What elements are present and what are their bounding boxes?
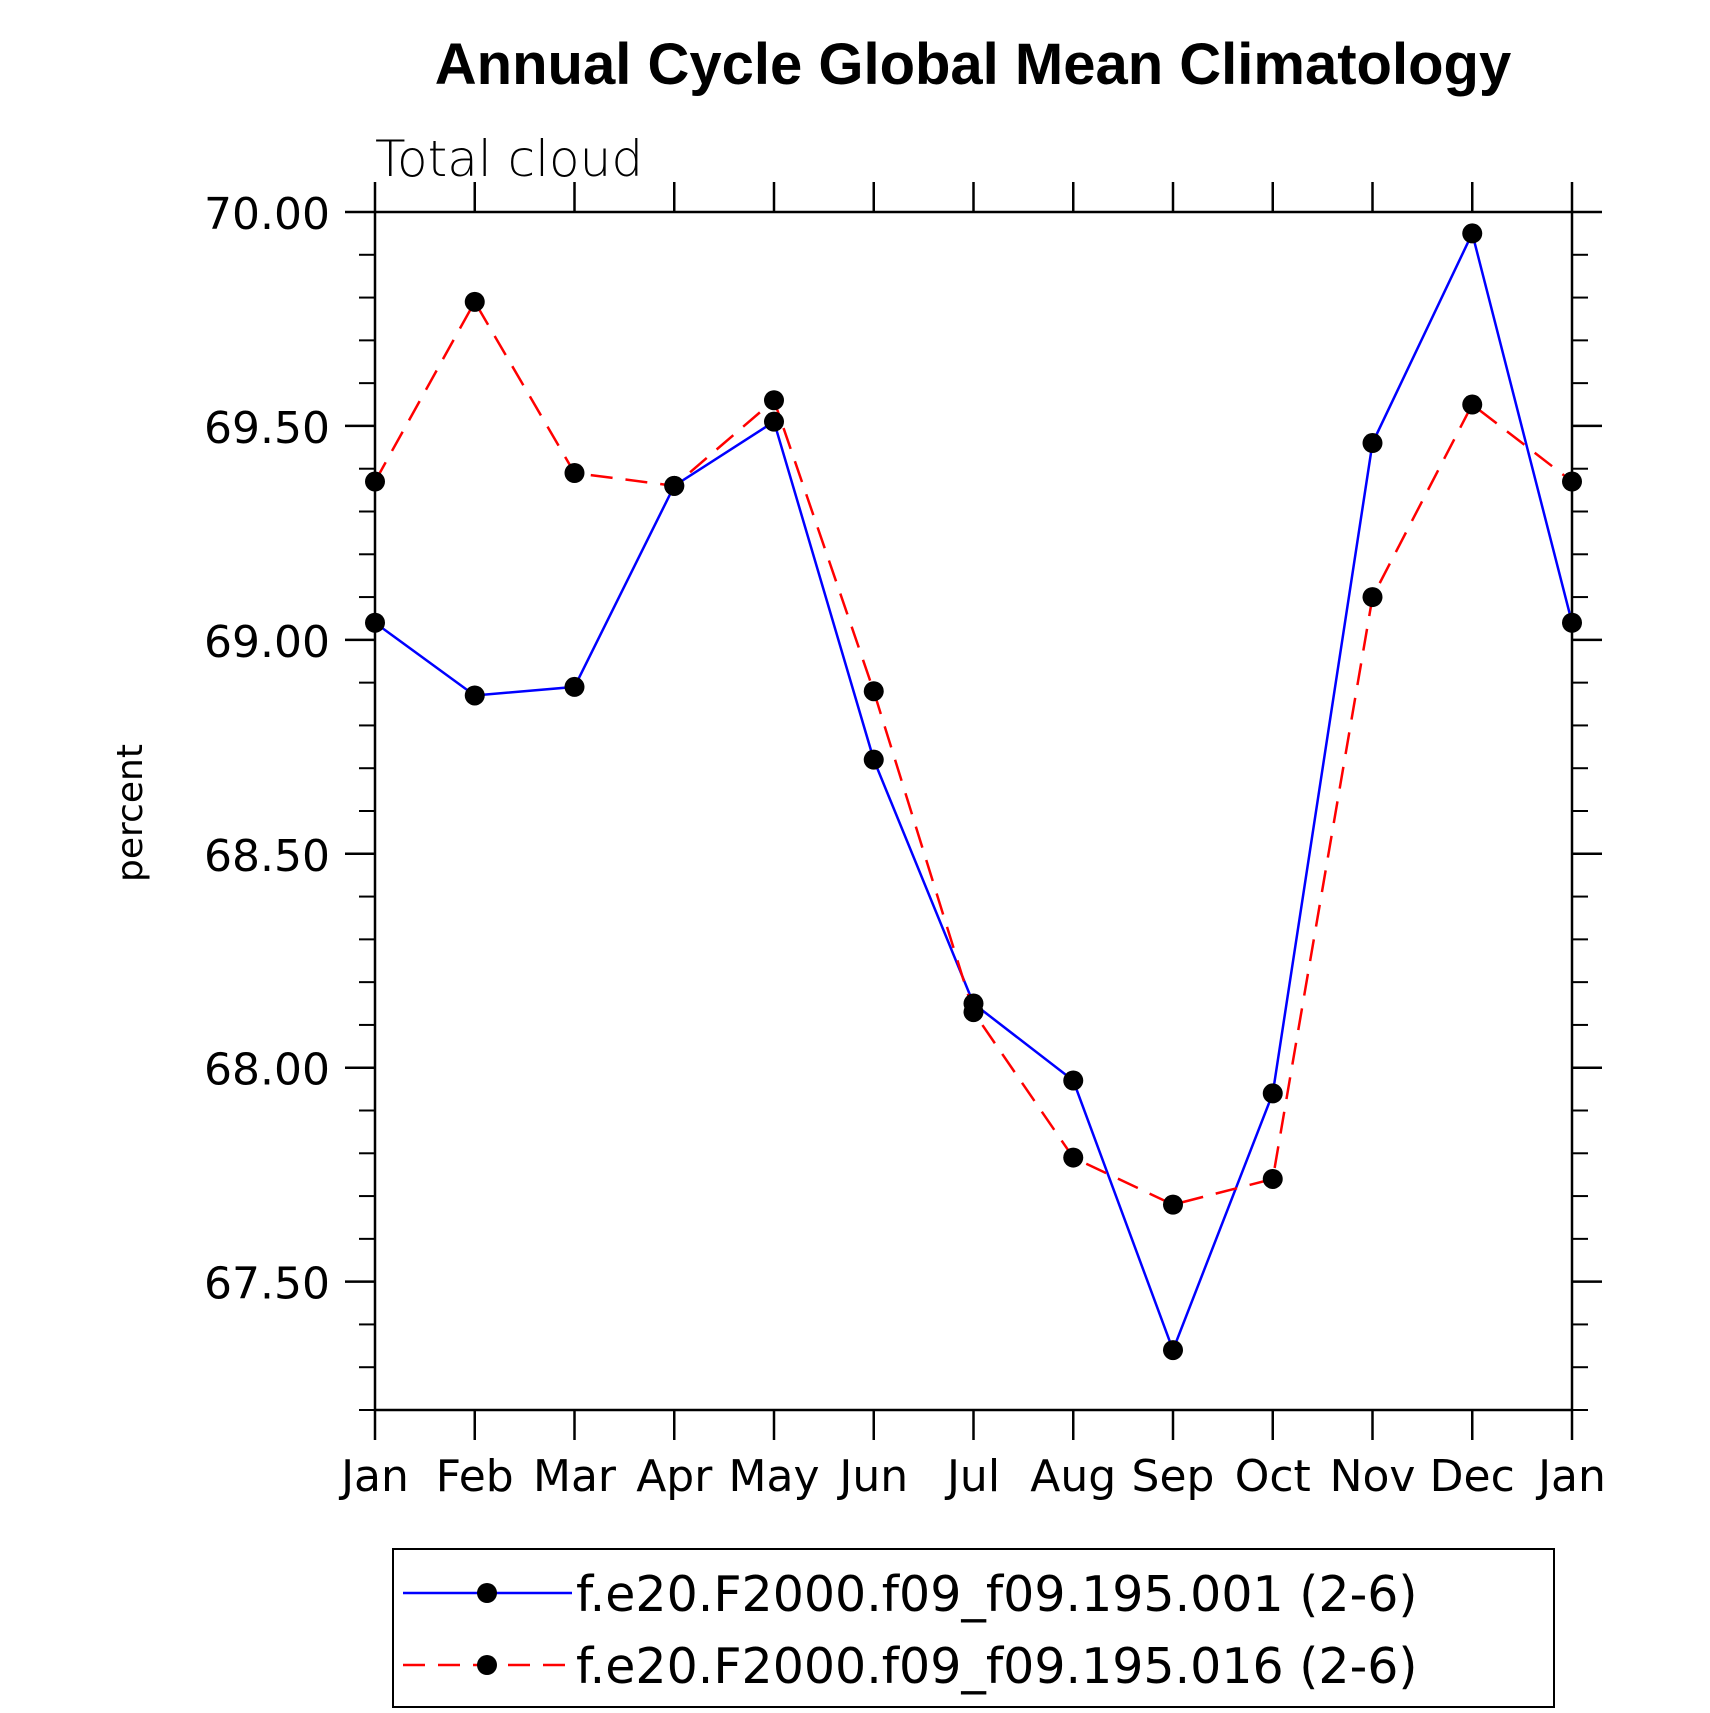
plot-frame (373, 210, 1574, 1412)
y-tick-label: 67.50 (204, 1259, 330, 1310)
legend-marker-series-2 (477, 1655, 497, 1675)
x-tick-label: Dec (1430, 1451, 1515, 1502)
x-tick-label: Jun (836, 1451, 908, 1502)
x-tick-label: Apr (636, 1451, 713, 1502)
y-tick-label: 68.50 (204, 831, 330, 882)
x-tick-label: Sep (1132, 1451, 1215, 1502)
chart-subtitle: Total cloud (375, 130, 643, 188)
data-point-series-2 (863, 681, 884, 702)
y-tick-label: 69.50 (204, 403, 330, 454)
y-tick-label: 70.00 (204, 189, 330, 240)
data-point-series-2 (1063, 1147, 1084, 1168)
data-point-series-2 (1362, 587, 1383, 608)
y-tick-label: 68.00 (204, 1045, 330, 1096)
x-tick-label: Jan (1535, 1451, 1606, 1502)
y-tick-label: 69.00 (204, 617, 330, 668)
data-point-series-2 (564, 462, 585, 483)
data-point-series-2 (464, 291, 485, 312)
y-axis-label: percent (110, 744, 151, 882)
series-line-1 (374, 229, 1574, 1354)
data-point-series-2 (1163, 1194, 1183, 1215)
data-point-series-2 (963, 1002, 984, 1023)
x-tick-label: Jan (338, 1451, 409, 1502)
x-tick-label: Aug (1030, 1451, 1116, 1502)
chart-title: Annual Cycle Global Mean Climatology (435, 32, 1511, 97)
series-line-2 (373, 299, 1573, 1206)
x-tick-label: Mar (533, 1451, 617, 1502)
legend-marker-series-1 (477, 1583, 497, 1603)
data-point-series-2 (664, 475, 685, 496)
x-tick-label: Oct (1235, 1451, 1311, 1502)
data-point-series-1 (1462, 223, 1483, 244)
data-point-series-1 (1262, 1083, 1283, 1104)
legend-label-series-2: f.e20.F2000.f09_f09.195.016 (2-6) (576, 1638, 1418, 1695)
data-point-series-1 (564, 676, 585, 697)
data-point-series-1 (764, 411, 784, 432)
data-point-series-2 (1262, 1168, 1283, 1189)
data-point-series-2 (764, 390, 784, 411)
data-point-series-1 (1163, 1340, 1183, 1361)
data-point-series-1 (863, 749, 884, 770)
x-tick-label: Nov (1330, 1451, 1416, 1502)
data-point-series-2 (1462, 394, 1483, 415)
x-tick-label: May (729, 1451, 820, 1502)
axis-ticks (345, 182, 1602, 1440)
tick-labels: Jan Feb Mar Apr May Jun Jul Aug Sep Oct Nov Dec Jan 6… (204, 189, 1606, 1502)
legend-label-series-1: f.e20.F2000.f09_f09.195.001 (2-6) (576, 1566, 1418, 1623)
x-tick-label: Jul (944, 1451, 1000, 1502)
legend-box (392, 1548, 1555, 1708)
series-layer (365, 223, 1582, 1361)
data-point-series-1 (1063, 1070, 1084, 1091)
legend: f.e20.F2000.f09_f09.195.001 (2-6) f.e20.… (392, 1548, 1555, 1708)
data-point-series-1 (1362, 433, 1383, 454)
data-point-series-1 (464, 685, 485, 706)
x-tick-label: Feb (436, 1451, 514, 1502)
